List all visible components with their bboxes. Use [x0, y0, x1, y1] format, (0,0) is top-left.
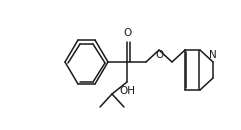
Text: O: O [124, 28, 132, 38]
Text: OH: OH [119, 86, 135, 96]
Text: O: O [155, 50, 163, 60]
Text: N: N [209, 50, 217, 60]
